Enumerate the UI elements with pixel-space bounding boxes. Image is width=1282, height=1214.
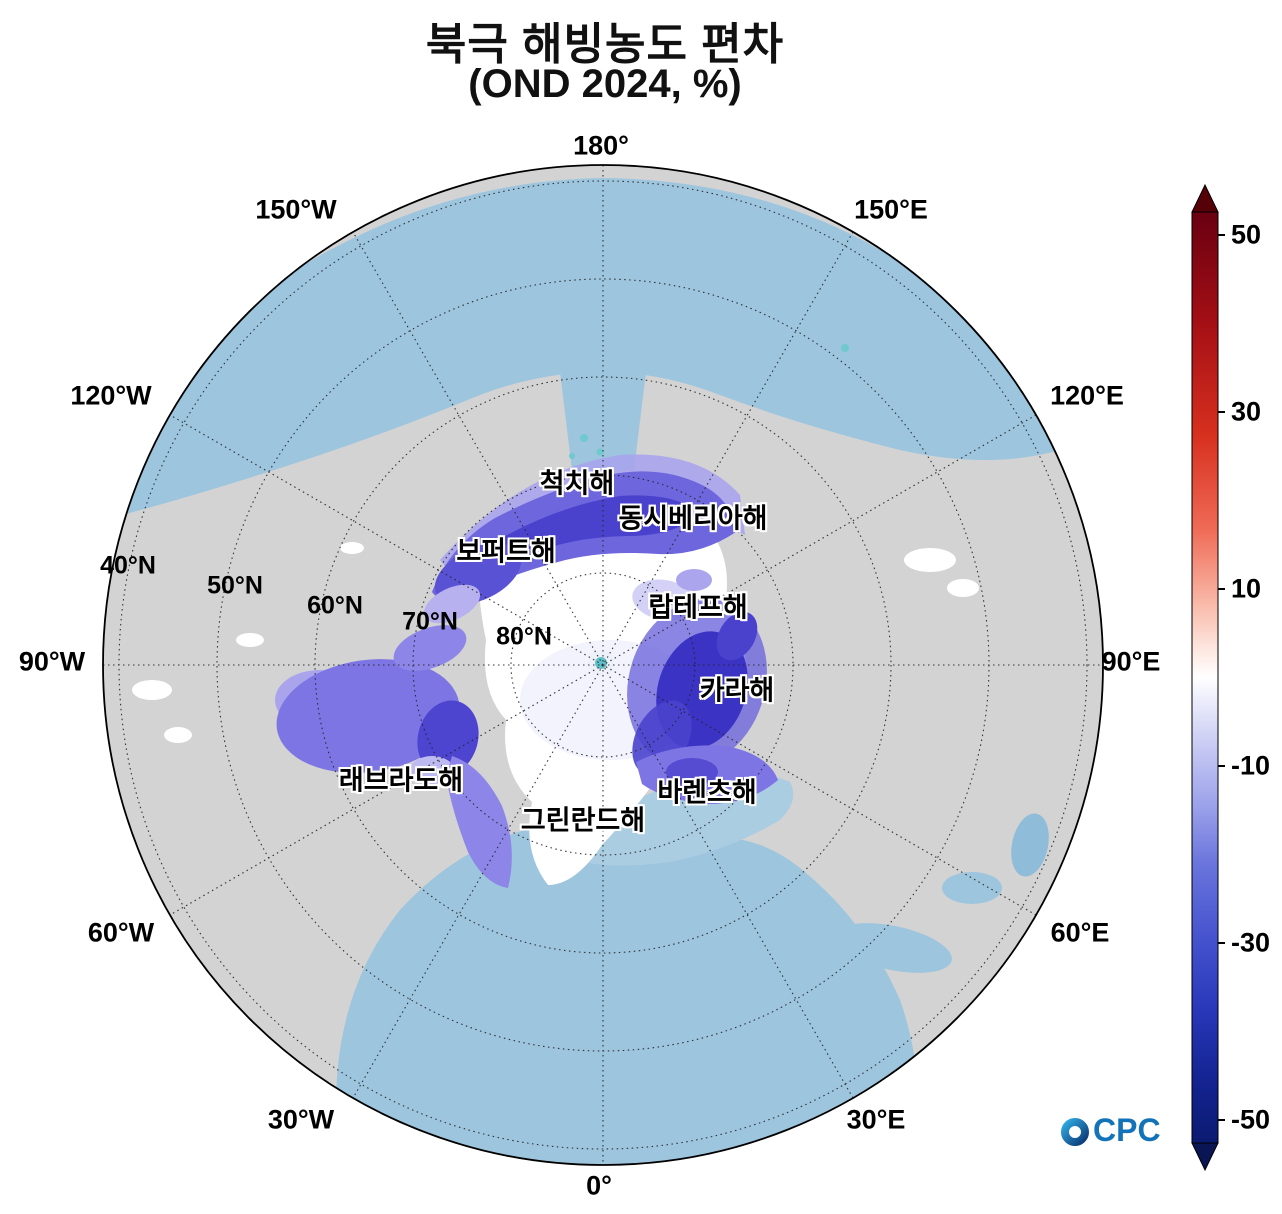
longitude-label-120e: 120°E	[1050, 380, 1124, 411]
davis-strait-light	[410, 756, 454, 784]
land-fleck	[236, 633, 264, 647]
black-sea	[942, 872, 1002, 904]
longitude-label-120w: 120°W	[70, 380, 152, 411]
colorbar-tick-m50: -50	[1231, 1104, 1271, 1135]
longitude-label-150w: 150°W	[255, 194, 337, 225]
longitude-label-90e: 90°E	[1101, 646, 1161, 677]
sea-label-greenland: 그린란드해	[520, 805, 646, 836]
colorbar-tick-10: 10	[1231, 573, 1262, 604]
pole-dot	[595, 657, 607, 669]
barents-dark	[666, 758, 718, 786]
laptev-anomaly-2	[676, 569, 712, 591]
latitude-label-70n: 70°N	[402, 607, 458, 636]
longitude-label-30e: 30°E	[846, 1104, 906, 1135]
land-fleck	[947, 579, 979, 597]
latitude-label-50n: 50°N	[207, 571, 263, 600]
teal-speck	[596, 448, 604, 456]
mediterranean-sea	[834, 923, 952, 973]
colorbar	[1191, 183, 1225, 1172]
teal-speck	[569, 453, 575, 459]
land-fleck	[164, 727, 192, 743]
latitude-label-40n: 40°N	[100, 551, 156, 580]
colorbar-top-arrow	[1191, 183, 1219, 213]
page-subtitle: (OND 2024, %)	[468, 62, 742, 106]
colorbar-tick-marks	[1218, 234, 1225, 1121]
page-title: 북극 해빙농도 편차	[425, 20, 785, 69]
longitude-label-60w: 60°W	[87, 917, 155, 948]
colorbar-tick-m30: -30	[1231, 927, 1271, 958]
sea-label-kara: 카라해	[699, 675, 775, 706]
teal-speck	[580, 434, 588, 442]
longitude-label-90w: 90°W	[18, 646, 86, 677]
latitude-label-60n: 60°N	[307, 591, 363, 620]
pacific-ocean	[103, 178, 1060, 520]
teal-speck	[841, 344, 849, 352]
map-boundary	[102, 164, 1104, 1166]
colorbar-tick-30: 30	[1231, 396, 1262, 427]
longitude-label-0: 0°	[586, 1170, 612, 1201]
colorbar-tick-m10: -10	[1231, 750, 1271, 781]
longitude-label-180: 180°	[573, 130, 629, 161]
ocpc-logo-o-icon	[1061, 1117, 1089, 1146]
longitude-label-150e: 150°E	[854, 194, 928, 225]
colorbar-gradient	[1191, 211, 1219, 1144]
labrador-sea-anomaly	[446, 756, 512, 888]
sea-label-labrador: 래브라도해	[338, 765, 464, 796]
kara-spur	[716, 611, 758, 661]
longitude-label-30w: 30°W	[267, 1104, 335, 1135]
colorbar-tick-50: 50	[1231, 219, 1262, 250]
sea-of-okhotsk	[793, 287, 897, 373]
canadian-archipelago-anomaly	[393, 625, 467, 671]
beaufort-light	[423, 584, 481, 624]
map-interior	[103, 165, 1103, 1165]
land-fleck	[132, 680, 172, 700]
sea-label-beaufort: 보퍼트해	[456, 536, 556, 567]
sea-label-east-siberian: 동시베리아해	[618, 503, 768, 534]
land-fleck	[340, 542, 364, 554]
ocpc-logo: CPC	[1058, 1112, 1161, 1149]
land-fleck	[904, 548, 956, 572]
hudson-bay-anomaly	[276, 659, 460, 773]
longitude-label-60e: 60°E	[1050, 917, 1110, 948]
sea-label-laptev: 랍테프해	[648, 592, 748, 623]
atlantic-ocean	[336, 825, 920, 1165]
sea-label-barents: 바렌츠해	[657, 777, 757, 808]
latitude-label-80n: 80°N	[496, 622, 552, 651]
north-sea	[713, 910, 771, 950]
caspian-sea	[1011, 813, 1049, 877]
colorbar-bottom-arrow	[1191, 1142, 1219, 1172]
sea-label-chukchi: 척치해	[539, 468, 615, 499]
ocpc-logo-letters: CPC	[1093, 1112, 1161, 1148]
east-siberian-dark-core	[498, 495, 700, 557]
graticule	[103, 165, 1103, 1165]
